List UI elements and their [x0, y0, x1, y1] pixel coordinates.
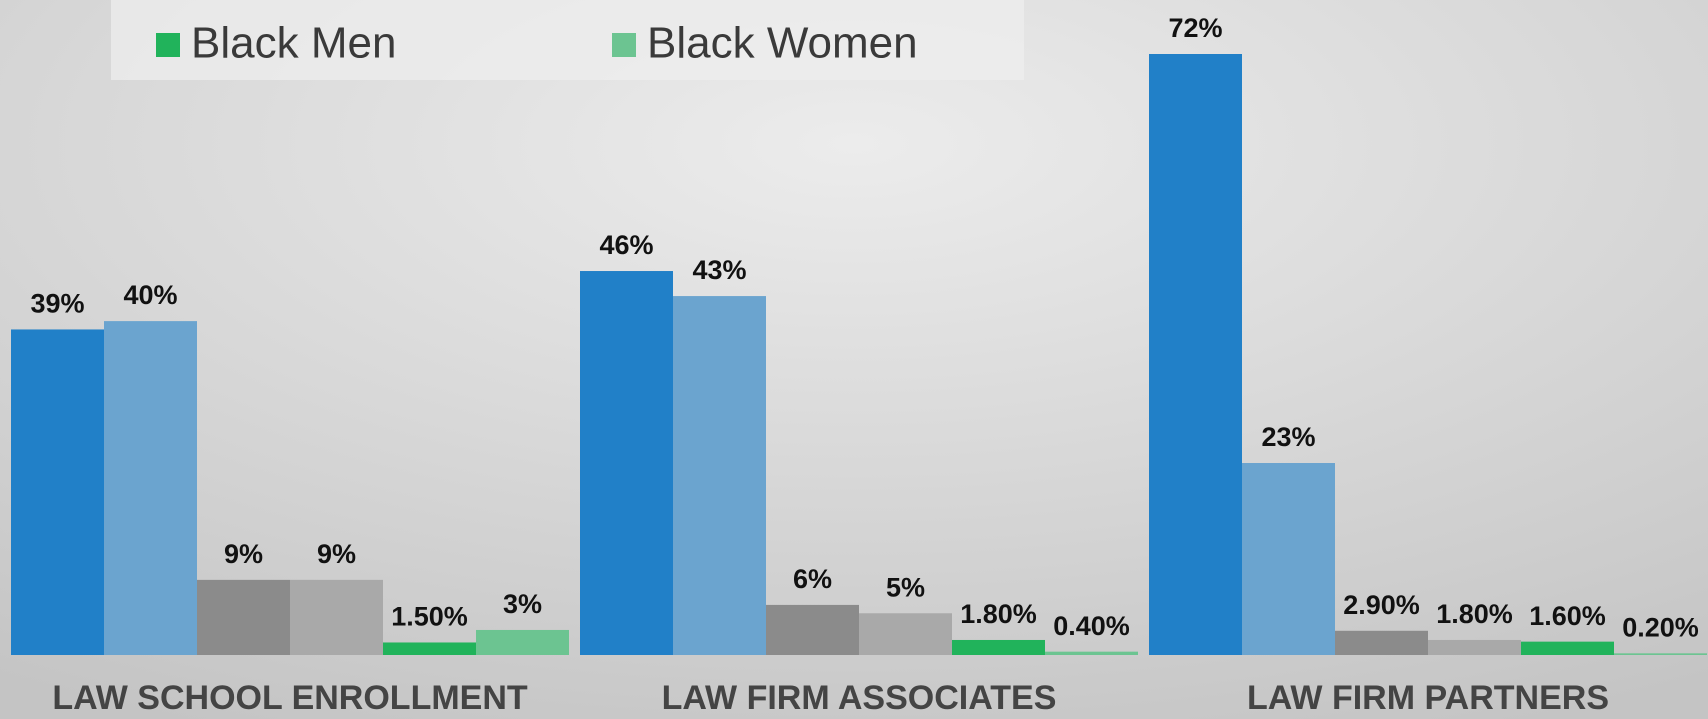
- value-label: 2.90%: [1343, 590, 1420, 620]
- value-label: 1.80%: [960, 599, 1037, 629]
- bar: [1614, 653, 1707, 655]
- value-label: 3%: [503, 589, 542, 619]
- bar: [290, 579, 383, 655]
- category-label: LAW FIRM PARTNERS: [1247, 679, 1609, 717]
- bar: [476, 629, 569, 655]
- value-label: 0.40%: [1053, 611, 1130, 641]
- bar: [1521, 641, 1614, 655]
- legend-label: Black Women: [647, 19, 918, 68]
- value-label: 9%: [224, 539, 263, 569]
- value-label: 72%: [1168, 13, 1222, 43]
- bar: [859, 613, 952, 655]
- value-label: 46%: [599, 230, 653, 260]
- bar: [1242, 463, 1335, 655]
- value-label: 0.20%: [1622, 612, 1699, 642]
- bar: [197, 579, 290, 655]
- bar: [766, 604, 859, 655]
- value-label: 43%: [692, 255, 746, 285]
- value-label: 23%: [1261, 422, 1315, 452]
- bar: [1045, 651, 1138, 655]
- value-label: 5%: [886, 572, 925, 602]
- legend-swatch: [612, 33, 636, 57]
- value-label: 39%: [30, 289, 84, 319]
- bar: [1428, 639, 1521, 655]
- bar: [952, 639, 1045, 655]
- bar: [1335, 630, 1428, 655]
- value-label: 6%: [793, 564, 832, 594]
- bar: [11, 329, 104, 655]
- bar: [673, 296, 766, 655]
- category-label: LAW FIRM ASSOCIATES: [662, 679, 1057, 717]
- bar: [104, 321, 197, 655]
- value-label: 1.50%: [391, 602, 468, 632]
- value-label: 9%: [317, 539, 356, 569]
- legend-label: Black Men: [191, 19, 396, 68]
- value-label: 1.60%: [1529, 601, 1606, 631]
- legend-box: [111, 0, 1024, 80]
- bar: [383, 642, 476, 655]
- bar: [1149, 54, 1242, 655]
- legend-swatch: [156, 33, 180, 57]
- category-label: LAW SCHOOL ENROLLMENT: [52, 679, 528, 717]
- value-label: 40%: [123, 280, 177, 310]
- value-label: 1.80%: [1436, 599, 1513, 629]
- bar: [580, 271, 673, 655]
